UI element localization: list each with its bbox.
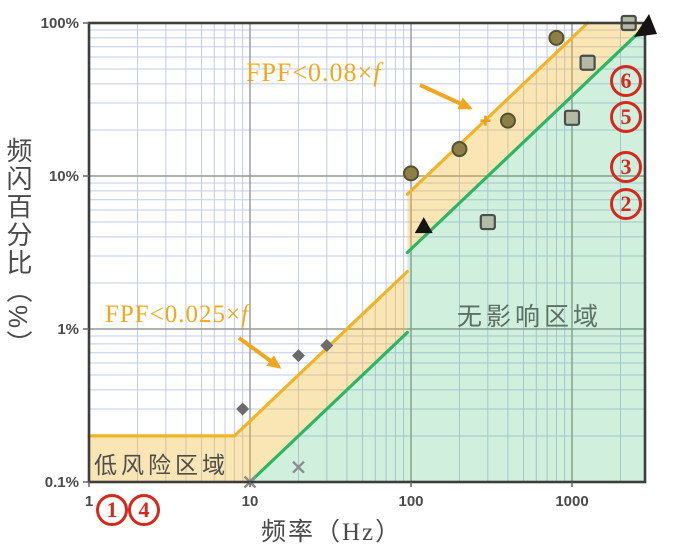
x-axis-title: 频率（Hz） [261, 519, 403, 546]
callout-4: 4 [128, 494, 160, 526]
y-axis-title: 频闪百分比（%） [3, 137, 33, 359]
x-tick-label: 1 [85, 493, 93, 510]
x-tick-label: 10 [242, 493, 259, 510]
region-no-effect [250, 26, 645, 482]
y-tick-label: 1% [57, 321, 79, 338]
callout-5: 5 [610, 101, 642, 133]
chart-render: 1 10 100 1000 100% 10% 1% 0.1% [41, 14, 647, 510]
no-effect-limit-high [405, 25, 647, 255]
fpf-high-f: f [373, 58, 382, 87]
fpf-low-f: f [241, 301, 250, 328]
triangle-points [414, 217, 433, 234]
grid-major [89, 23, 645, 482]
y-tick-label: 10% [49, 168, 79, 185]
x-tick-label: 100 [398, 493, 423, 510]
axis-ticks: 1 10 100 1000 100% 10% 1% 0.1% [41, 15, 589, 510]
low-risk-limit-low [87, 269, 409, 438]
callout-3: 3 [610, 151, 642, 183]
fpf-high-label: FPF<0.08×f [246, 58, 381, 88]
fpf-high-arrow [419, 83, 473, 110]
no-effect-region-label: 无影响区域 [457, 303, 603, 331]
circle-points [403, 29, 565, 182]
no-effect-limit-low [248, 330, 409, 484]
low-risk-limit-high [405, 21, 590, 196]
grid-minor [89, 23, 645, 482]
x-tick-label: 1000 [555, 493, 588, 510]
corner-arrow-icon [634, 14, 657, 37]
plus-points [480, 115, 491, 126]
annotation-arrows [237, 83, 473, 369]
plot-border [87, 21, 647, 484]
fpf-high-text: FPF<0.08× [246, 58, 374, 87]
y-tick-label: 100% [41, 15, 79, 32]
callout-1: 1 [96, 494, 128, 526]
fpf-low-label: FPF<0.025×f [105, 301, 249, 329]
fpf-low-text: FPF<0.025× [105, 301, 242, 328]
callout-2: 2 [610, 188, 642, 220]
region-low-risk [89, 23, 645, 482]
y-tick-label: 0.1% [45, 474, 79, 491]
fpf-low-arrow [237, 336, 282, 369]
diamond-points [236, 339, 334, 416]
square-points [479, 14, 637, 231]
low-risk-region-label: 低风险区域 [94, 452, 229, 478]
callout-6: 6 [610, 65, 642, 97]
